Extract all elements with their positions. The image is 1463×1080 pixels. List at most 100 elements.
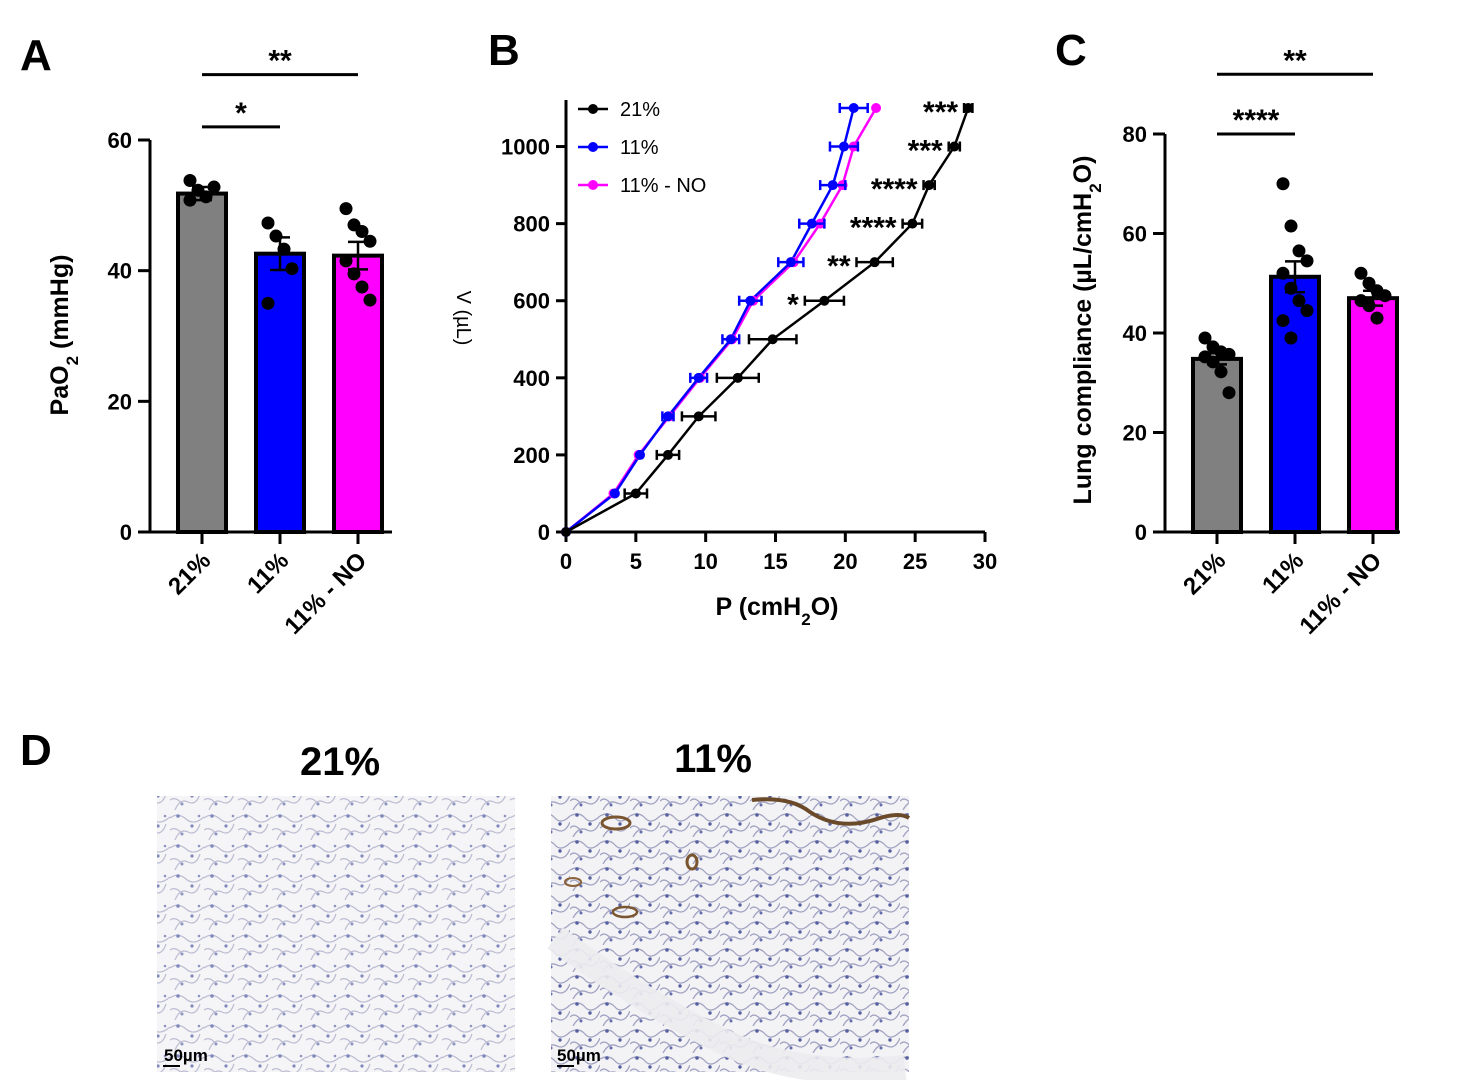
legend-marker: [588, 180, 598, 190]
y-tick-label: 0: [1135, 520, 1147, 545]
category-label: 21%: [163, 547, 216, 600]
data-point: [871, 103, 882, 113]
y-tick-label: 20: [1123, 421, 1147, 446]
bar: [332, 253, 384, 534]
data-point: [1370, 311, 1384, 325]
legend-label: 21%: [620, 99, 660, 121]
chart-b: P (cmH2O) V (µL) 0 5 10 15 20 25 30 0 200 400 600 8…: [452, 96, 997, 629]
y-tick-label: 0: [120, 520, 132, 545]
category-label: 11% - NO: [280, 547, 373, 640]
data-point: [1378, 289, 1392, 303]
data-point: [745, 295, 756, 306]
x-tick-label: 15: [763, 549, 787, 574]
vessel-wall: [600, 815, 632, 831]
histology-image-11-gap: [547, 927, 907, 1080]
data-point: [261, 216, 275, 230]
data-point: [561, 527, 571, 537]
data-point: [732, 372, 743, 383]
data-point: [207, 180, 221, 194]
data-point: [355, 224, 369, 238]
data-point: [963, 103, 974, 113]
data-point: [949, 141, 960, 152]
x-tick-label: 5: [630, 549, 642, 574]
significance-label: ****: [850, 212, 897, 245]
data-point: [662, 449, 673, 460]
data-point: [725, 334, 736, 345]
bar: [1347, 296, 1399, 534]
significance-label: ****: [1233, 104, 1280, 137]
chart-a-ylabel: PaO2 (mmHg): [46, 255, 82, 416]
data-point: [277, 242, 291, 256]
data-point: [347, 267, 361, 281]
vessel-wall: [611, 905, 639, 919]
data-point: [1284, 281, 1298, 295]
category-label: 21%: [1178, 547, 1231, 600]
data-point: [869, 257, 880, 268]
data-point: [355, 280, 369, 294]
significance-label: **: [827, 250, 851, 283]
data-point: [1276, 266, 1290, 280]
bar: [176, 191, 228, 534]
x-tick-label: 10: [693, 549, 717, 574]
data-point: [1276, 177, 1290, 191]
series-line-1: [565, 107, 855, 533]
vessel-wall: [685, 853, 699, 871]
data-point: [285, 262, 299, 276]
significance-label: **: [1283, 44, 1307, 77]
y-tick-label: 60: [1123, 222, 1147, 247]
y-tick-label: 80: [1123, 122, 1147, 147]
data-point: [1300, 304, 1314, 318]
data-point: [1222, 386, 1236, 400]
vessel-wall-large: [751, 797, 911, 826]
data-point: [1284, 331, 1298, 345]
data-point: [907, 218, 918, 229]
y-tick-label: 0: [538, 520, 550, 545]
bar: [1269, 274, 1321, 534]
category-label: 11%: [1257, 547, 1309, 599]
data-point: [363, 234, 377, 248]
data-point: [269, 229, 283, 243]
significance-label: *: [787, 289, 799, 322]
legend-marker: [588, 142, 598, 152]
y-tick-label: 20: [108, 389, 132, 414]
data-point: [819, 295, 830, 306]
x-tick-label: 20: [833, 549, 857, 574]
data-point: [1222, 347, 1236, 361]
panel-letter-d: D: [20, 726, 52, 775]
panel-letter-a: A: [20, 31, 52, 80]
bar: [254, 251, 306, 534]
histology-title-21: 21%: [300, 740, 380, 784]
data-point: [1206, 355, 1220, 369]
significance-label: *: [235, 97, 247, 130]
chart-c: Lung compliance (µL/cmH2O) 0 20 40 60 80 21% 1…: [1069, 44, 1400, 640]
data-point: [630, 488, 641, 499]
y-tick-label: 40: [1123, 321, 1147, 346]
data-point: [635, 449, 646, 460]
data-point: [339, 254, 353, 268]
y-tick-label: 200: [513, 443, 550, 468]
data-point: [609, 488, 620, 499]
histology-image-21: [157, 796, 515, 1072]
y-tick-label: 600: [513, 289, 550, 314]
series-line-2: [565, 107, 878, 533]
x-tick-label: 25: [903, 549, 927, 574]
data-point: [1354, 266, 1368, 280]
data-point: [827, 180, 838, 191]
scale-label-11: 50µm: [557, 1046, 601, 1065]
data-point: [183, 174, 197, 188]
chart-b-ylabel: V (µL): [452, 291, 474, 346]
significance-label: ***: [908, 135, 943, 168]
legend-label: 11%: [620, 137, 659, 159]
data-point: [767, 334, 778, 345]
histology-21: 21% 50µm: [157, 740, 515, 1072]
data-point: [806, 218, 817, 229]
legend-label: 11% - NO: [620, 175, 706, 197]
data-point: [785, 257, 796, 268]
legend-marker: [588, 104, 598, 114]
x-tick-label: 30: [973, 549, 997, 574]
data-point: [199, 190, 213, 204]
panel-letter-c: C: [1055, 26, 1087, 75]
category-label: 11%: [242, 547, 294, 599]
histology-11: 11% 50µm: [547, 737, 911, 1080]
